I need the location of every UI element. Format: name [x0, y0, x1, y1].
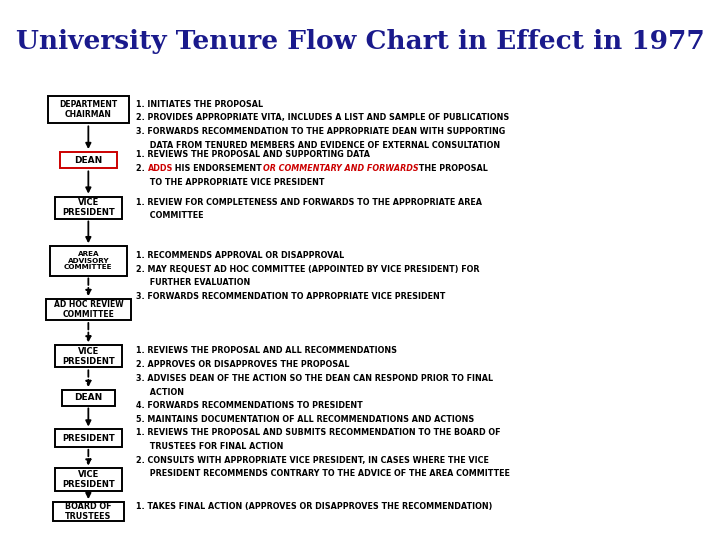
Text: DEAN: DEAN — [74, 156, 102, 165]
FancyBboxPatch shape — [60, 152, 117, 168]
Text: 1. REVIEWS THE PROPOSAL AND SUBMITS RECOMMENDATION TO THE BOARD OF: 1. REVIEWS THE PROPOSAL AND SUBMITS RECO… — [136, 428, 501, 437]
Text: 1. TAKES FINAL ACTION (APPROVES OR DISAPPROVES THE RECOMMENDATION): 1. TAKES FINAL ACTION (APPROVES OR DISAP… — [136, 502, 492, 511]
Text: 1. REVIEWS THE PROPOSAL AND SUPPORTING DATA: 1. REVIEWS THE PROPOSAL AND SUPPORTING D… — [136, 150, 370, 159]
Text: ADDS: ADDS — [148, 164, 173, 173]
Text: VICE
PRESIDENT: VICE PRESIDENT — [62, 470, 114, 489]
FancyBboxPatch shape — [55, 197, 122, 219]
FancyBboxPatch shape — [55, 346, 122, 367]
Text: 1. REVIEW FOR COMPLETENESS AND FORWARDS TO THE APPROPRIATE AREA: 1. REVIEW FOR COMPLETENESS AND FORWARDS … — [136, 198, 482, 206]
Text: FURTHER EVALUATION: FURTHER EVALUATION — [136, 278, 251, 287]
Text: 5. MAINTAINS DOCUMENTATION OF ALL RECOMMENDATIONS AND ACTIONS: 5. MAINTAINS DOCUMENTATION OF ALL RECOMM… — [136, 415, 474, 424]
Text: AREA
ADVISORY
COMMITTEE: AREA ADVISORY COMMITTEE — [64, 251, 112, 271]
Text: DATA FROM TENURED MEMBERS AND EVIDENCE OF EXTERNAL CONSULTATION: DATA FROM TENURED MEMBERS AND EVIDENCE O… — [136, 141, 500, 150]
FancyBboxPatch shape — [46, 299, 130, 320]
Text: PRESIDENT: PRESIDENT — [62, 434, 114, 443]
Text: THE PROPOSAL: THE PROPOSAL — [415, 164, 487, 173]
Text: VICE
PRESIDENT: VICE PRESIDENT — [62, 347, 114, 366]
Text: 1. INITIATES THE PROPOSAL: 1. INITIATES THE PROPOSAL — [136, 100, 264, 109]
Text: 1. RECOMMENDS APPROVAL OR DISAPPROVAL: 1. RECOMMENDS APPROVAL OR DISAPPROVAL — [136, 251, 345, 260]
Text: AD HOC REVIEW
COMMITTEE: AD HOC REVIEW COMMITTEE — [53, 300, 123, 319]
Text: 2. MAY REQUEST AD HOC COMMITTEE (APPOINTED BY VICE PRESIDENT) FOR: 2. MAY REQUEST AD HOC COMMITTEE (APPOINT… — [136, 265, 480, 274]
Text: VICE
PRESIDENT: VICE PRESIDENT — [62, 198, 114, 217]
Text: 2.: 2. — [136, 164, 148, 173]
Text: 2. CONSULTS WITH APPROPRIATE VICE PRESIDENT, IN CASES WHERE THE VICE: 2. CONSULTS WITH APPROPRIATE VICE PRESID… — [136, 456, 489, 465]
FancyBboxPatch shape — [53, 502, 124, 521]
Text: DEAN: DEAN — [74, 393, 102, 402]
Text: HIS ENDORSEMENT: HIS ENDORSEMENT — [173, 164, 265, 173]
Text: OR COMMENTARY AND FORWARDS: OR COMMENTARY AND FORWARDS — [263, 164, 419, 173]
Text: 4. FORWARDS RECOMMENDATIONS TO PRESIDENT: 4. FORWARDS RECOMMENDATIONS TO PRESIDENT — [136, 401, 363, 410]
FancyBboxPatch shape — [50, 246, 127, 275]
FancyBboxPatch shape — [55, 469, 122, 490]
FancyBboxPatch shape — [48, 96, 129, 124]
Text: TRUSTEES FOR FINAL ACTION: TRUSTEES FOR FINAL ACTION — [136, 442, 284, 451]
Text: 1. REVIEWS THE PROPOSAL AND ALL RECOMMENDATIONS: 1. REVIEWS THE PROPOSAL AND ALL RECOMMEN… — [136, 346, 397, 355]
FancyBboxPatch shape — [55, 429, 122, 447]
Text: 2. PROVIDES APPROPRIATE VITA, INCLUDES A LIST AND SAMPLE OF PUBLICATIONS: 2. PROVIDES APPROPRIATE VITA, INCLUDES A… — [136, 113, 510, 123]
Text: TO THE APPROPRIATE VICE PRESIDENT: TO THE APPROPRIATE VICE PRESIDENT — [136, 178, 325, 187]
Text: 3. FORWARDS RECOMMENDATION TO APPROPRIATE VICE PRESIDENT: 3. FORWARDS RECOMMENDATION TO APPROPRIAT… — [136, 292, 446, 301]
Text: University Tenure Flow Chart in Effect in 1977: University Tenure Flow Chart in Effect i… — [16, 29, 704, 54]
Text: 2. APPROVES OR DISAPPROVES THE PROPOSAL: 2. APPROVES OR DISAPPROVES THE PROPOSAL — [136, 360, 350, 369]
Text: PRESIDENT RECOMMENDS CONTRARY TO THE ADVICE OF THE AREA COMMITTEE: PRESIDENT RECOMMENDS CONTRARY TO THE ADV… — [136, 469, 510, 478]
Text: 3. FORWARDS RECOMMENDATION TO THE APPROPRIATE DEAN WITH SUPPORTING: 3. FORWARDS RECOMMENDATION TO THE APPROP… — [136, 127, 505, 136]
FancyBboxPatch shape — [62, 390, 114, 406]
Text: 3. ADVISES DEAN OF THE ACTION SO THE DEAN CAN RESPOND PRIOR TO FINAL: 3. ADVISES DEAN OF THE ACTION SO THE DEA… — [136, 374, 493, 383]
Text: DEPARTMENT
CHAIRMAN: DEPARTMENT CHAIRMAN — [59, 100, 117, 119]
Text: BOARD OF
TRUSTEES: BOARD OF TRUSTEES — [65, 502, 112, 521]
Text: COMMITTEE: COMMITTEE — [136, 211, 204, 220]
Text: ACTION: ACTION — [136, 388, 184, 397]
